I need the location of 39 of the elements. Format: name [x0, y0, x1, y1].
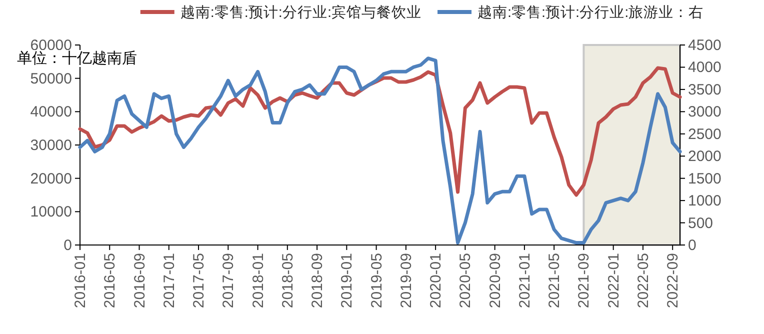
y2-tick-label: 500	[688, 214, 714, 232]
y2-tick-label: 3500	[688, 81, 722, 98]
x-tick-label: 2018-01	[250, 253, 267, 308]
y2-tick-label: 4000	[688, 59, 722, 76]
legend-label: 越南:零售:预计:分行业:宾馆与餐饮业	[180, 4, 422, 21]
x-tick-label: 2021-05	[546, 253, 564, 308]
y-tick-label: 10000	[30, 204, 72, 221]
x-tick-label: 2016-05	[102, 253, 119, 308]
y2-tick-label: 3000	[688, 104, 722, 121]
y-tick-label: 50000	[30, 70, 72, 88]
y2-tick-label: 2000	[688, 148, 722, 166]
x-tick-label: 2016-01	[72, 253, 89, 308]
x-tick-label: 2022-05	[634, 253, 652, 308]
x-tick-label: 2019-05	[368, 253, 386, 308]
x-tick-label: 2021-09	[576, 253, 593, 308]
y-tick-label: 0	[64, 237, 72, 254]
x-tick-label: 2020-05	[457, 253, 474, 308]
x-tick-label: 2018-09	[309, 253, 326, 308]
x-tick-label: 2017-01	[160, 253, 178, 308]
x-tick-label: 2018-05	[279, 253, 296, 308]
y-tick-label: 40000	[30, 104, 72, 121]
y2-tick-label: 1000	[688, 192, 722, 210]
legend-label: 越南:零售:预计:分行业:旅游业：右	[478, 4, 704, 21]
y-tick-label: 30000	[30, 137, 72, 154]
x-tick-label: 2017-09	[220, 253, 238, 308]
x-tick-label: 2017-05	[190, 253, 208, 308]
x-tick-label: 2016-09	[131, 253, 148, 308]
x-tick-label: 2020-01	[428, 253, 445, 308]
x-tick-label: 2019-09	[398, 253, 415, 308]
y2-tick-label: 4500	[688, 37, 722, 54]
x-tick-label: 2022-01	[605, 253, 622, 308]
x-tick-label: 2019-01	[338, 253, 356, 308]
y2-tick-label: 0	[688, 237, 696, 254]
x-tick-label: 2022-09	[664, 253, 682, 308]
x-tick-label: 2020-09	[486, 253, 504, 308]
x-tick-label: 2021-01	[516, 253, 534, 308]
y2-tick-label: 1500	[688, 170, 722, 188]
y2-tick-label: 2500	[688, 126, 722, 143]
y-tick-label: 20000	[30, 170, 72, 188]
